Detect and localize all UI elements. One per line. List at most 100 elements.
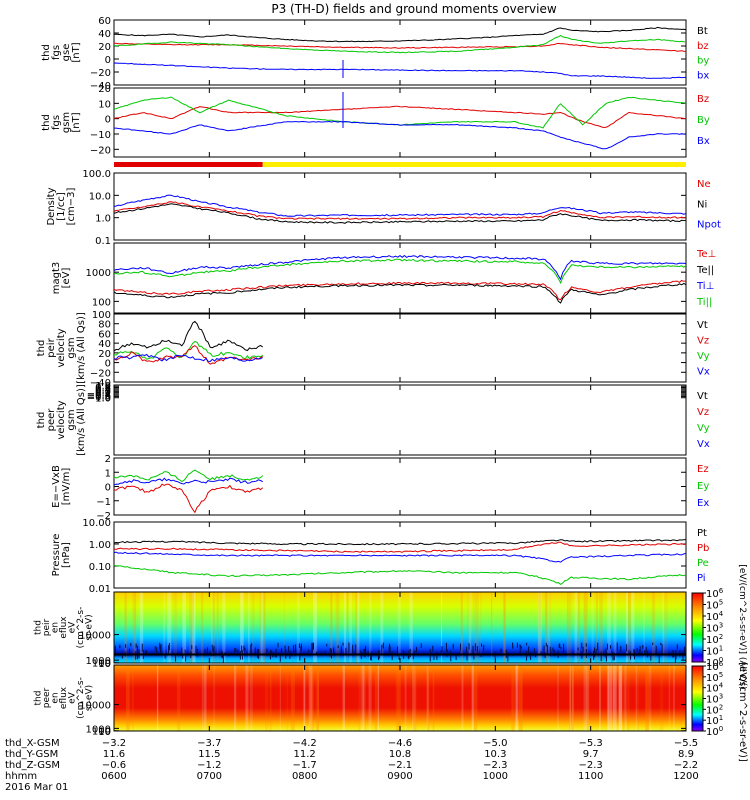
spectrogram-streak: [192, 592, 196, 663]
y-tick-label: 1: [105, 468, 111, 479]
y-axis-label: gsm: [61, 112, 72, 133]
y-tick-label: 60: [98, 16, 111, 27]
y-axis-label: fgs: [51, 115, 62, 130]
spectrogram-noise: [168, 643, 170, 651]
y-axis-label: Pressure: [51, 534, 62, 577]
legend-entry: Vt: [697, 391, 708, 402]
legend-entry: bx: [697, 70, 709, 81]
spectrogram-noise: [300, 643, 302, 650]
spectrogram-noise: [250, 644, 252, 654]
series-line-Ex: [113, 477, 263, 486]
spectrogram-noise: [398, 653, 400, 660]
y-tick-label: 60: [98, 329, 111, 340]
spectrogram-noise: [293, 644, 295, 653]
x-tick-label: −4.2: [293, 738, 317, 749]
x-tick-label: −3.7: [197, 738, 221, 749]
spectrogram-noise: [416, 646, 418, 653]
spectrogram-noise: [275, 648, 277, 658]
spectrogram-noise: [481, 643, 483, 647]
spectrogram-noise: [184, 649, 186, 654]
y-tick-label: −20: [90, 368, 111, 379]
y-axis-label: thd: [41, 114, 52, 131]
spectrogram-streak: [233, 665, 237, 731]
spectrogram-noise: [445, 642, 447, 652]
spectrogram-streak: [518, 665, 523, 731]
spectrogram-streak: [613, 665, 617, 731]
legend-entry: Ex: [697, 498, 709, 509]
panel-frame: [113, 457, 687, 516]
spectrogram-noise: [125, 644, 127, 648]
spectrogram-noise: [476, 646, 478, 655]
spectrogram-noise: [196, 648, 198, 657]
spectrogram-noise: [266, 648, 268, 653]
spectrogram-noise: [409, 648, 411, 658]
spectrogram-noise: [348, 642, 350, 652]
spectrogram-noise: [559, 643, 561, 648]
y-tick-label: −0.8: [87, 392, 111, 403]
spectrogram-noise: [121, 653, 123, 659]
spectrogram-noise: [450, 652, 452, 662]
spectrogram-noise: [156, 646, 158, 656]
spectrogram-noise: [345, 647, 347, 655]
series-line-Ti||: [113, 258, 687, 285]
spectrogram-streak: [480, 592, 482, 663]
spectrogram-noise: [382, 642, 384, 649]
y-tick-label: 1.00: [89, 540, 111, 551]
mode-bar-segment: [262, 162, 686, 167]
spectrogram-streak: [182, 592, 187, 663]
spectrogram-streak: [315, 665, 320, 731]
y-tick-label: −20: [90, 145, 111, 156]
spectrogram-streak: [643, 592, 645, 663]
spectrogram-streak: [203, 665, 207, 731]
series-line-By: [113, 96, 687, 129]
spectrogram-noise: [370, 652, 372, 661]
y-tick-label: 0.2: [95, 386, 111, 397]
panel-frame: [113, 242, 687, 314]
spectrogram-streak: [342, 665, 346, 731]
spectrogram-noise: [315, 651, 317, 656]
y-axis-label: (cm^2-s-: [76, 677, 86, 719]
y-tick-label: 0.6: [95, 384, 111, 395]
spectrogram-streak: [259, 592, 263, 663]
legend-entry: Te⊥: [696, 249, 716, 260]
y-axis-label: thd: [36, 412, 47, 429]
spectrogram-streak: [637, 665, 639, 731]
spectrogram-noise: [436, 651, 438, 660]
y-axis-label: [mV/m]: [61, 468, 72, 506]
y-tick-label: 100: [92, 297, 111, 308]
x-tick-label: 11.2: [294, 749, 316, 760]
spectrogram-noise: [284, 645, 286, 650]
series-line-Ez: [113, 483, 264, 514]
series-line-Te⊥: [113, 279, 687, 301]
y-axis-label: gsm: [66, 337, 77, 358]
spectrogram-noise: [674, 653, 676, 663]
x-tick-label: 11.5: [198, 749, 220, 760]
spectrogram-noise: [679, 650, 681, 657]
y-tick-label: −40: [90, 81, 111, 92]
spectrogram-streak: [330, 592, 333, 663]
spectrogram-streak: [599, 665, 601, 731]
spectrogram-streak: [286, 665, 289, 731]
legend-entry: Vy: [697, 423, 710, 434]
spectrogram-streak: [132, 665, 134, 731]
spectrogram-streak: [583, 592, 588, 663]
spectrogram-streak: [360, 665, 363, 731]
spectrogram-streak: [139, 592, 144, 663]
legend-entry: Ey: [697, 481, 709, 492]
spectrogram-noise: [370, 651, 372, 661]
spectrogram-streak: [252, 592, 255, 663]
x-row-label: 2016 Mar 01: [5, 782, 68, 793]
spectrogram-noise: [683, 646, 685, 656]
series-line-Ni: [113, 203, 687, 224]
spectrogram-streak: [645, 665, 649, 731]
spectrogram-streak: [357, 592, 360, 663]
figure-title: P3 (TH-D) fields and ground moments over…: [271, 2, 556, 16]
spectrogram-noise: [257, 648, 259, 658]
spectrogram-noise: [612, 651, 614, 661]
y-axis-label: thd: [34, 620, 44, 635]
spectrogram-streak: [290, 665, 295, 731]
series-line-Pt: [113, 539, 687, 546]
spectrogram-streak: [397, 592, 401, 663]
y-axis-label: magt3: [51, 262, 62, 295]
colorbar-electron: [691, 665, 704, 732]
